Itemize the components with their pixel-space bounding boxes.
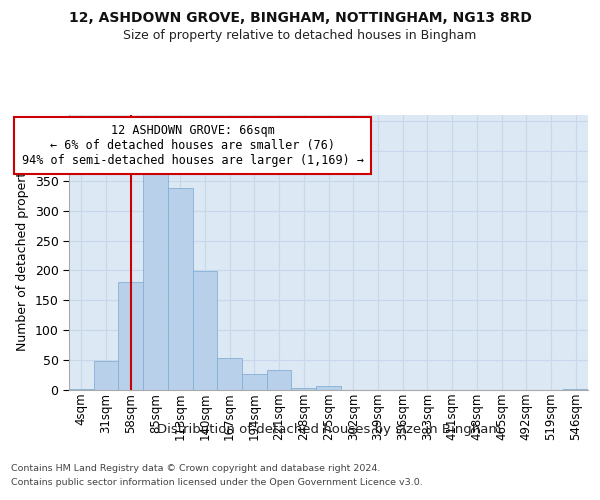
Text: Contains public sector information licensed under the Open Government Licence v3: Contains public sector information licen…	[11, 478, 422, 487]
Bar	[143, 172, 168, 390]
Bar	[292, 388, 316, 390]
Bar	[193, 271, 217, 390]
Text: Size of property relative to detached houses in Bingham: Size of property relative to detached ho…	[124, 29, 476, 42]
Text: Distribution of detached houses by size in Bingham: Distribution of detached houses by size …	[157, 422, 501, 436]
Bar	[316, 386, 341, 390]
Bar	[69, 389, 94, 390]
Text: 12 ASHDOWN GROVE: 66sqm
← 6% of detached houses are smaller (76)
94% of semi-det: 12 ASHDOWN GROVE: 66sqm ← 6% of detached…	[22, 124, 364, 167]
Bar	[217, 358, 242, 390]
Bar	[563, 389, 588, 390]
Bar	[94, 360, 118, 390]
Bar	[118, 282, 143, 390]
Y-axis label: Number of detached properties: Number of detached properties	[16, 154, 29, 351]
Bar	[242, 374, 267, 390]
Text: Contains HM Land Registry data © Crown copyright and database right 2024.: Contains HM Land Registry data © Crown c…	[11, 464, 380, 473]
Text: 12, ASHDOWN GROVE, BINGHAM, NOTTINGHAM, NG13 8RD: 12, ASHDOWN GROVE, BINGHAM, NOTTINGHAM, …	[68, 11, 532, 25]
Bar	[168, 188, 193, 390]
Bar	[267, 370, 292, 390]
